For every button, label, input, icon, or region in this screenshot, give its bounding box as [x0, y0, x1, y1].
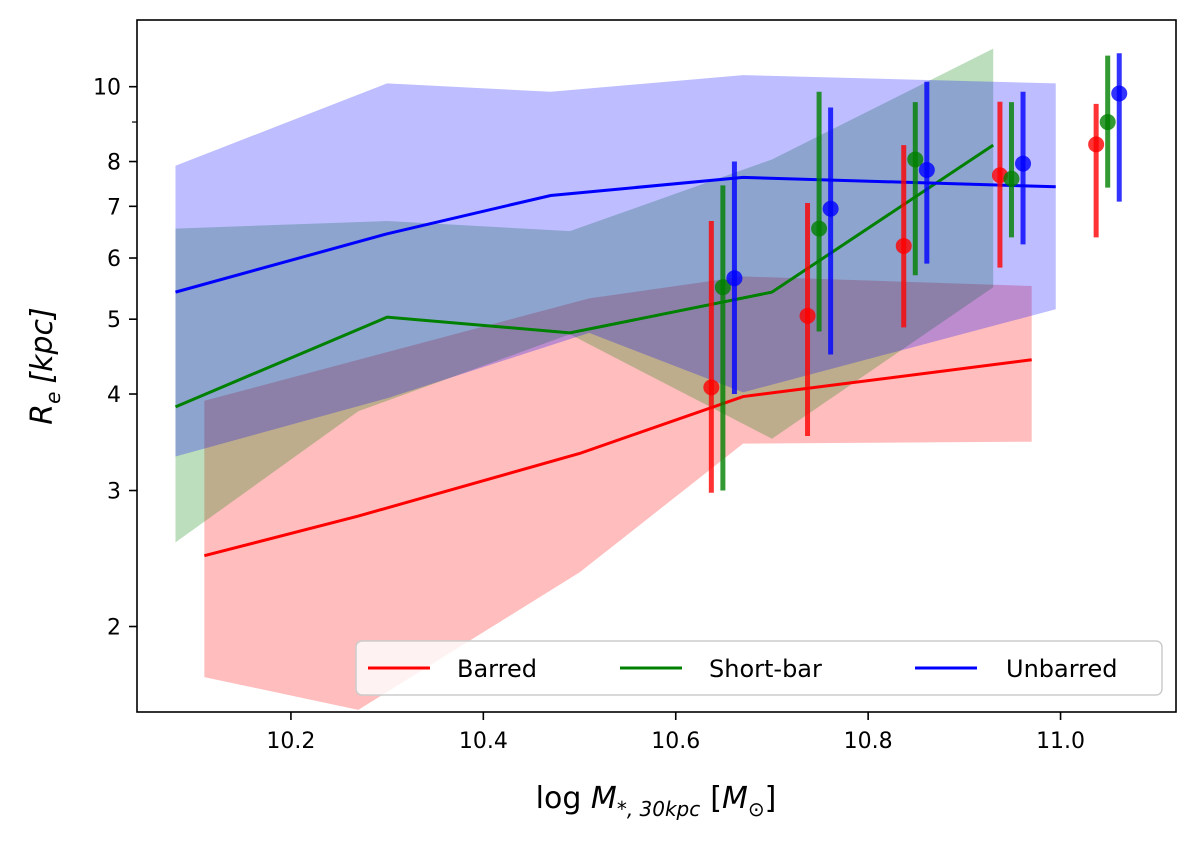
legend-label-barred: Barred	[457, 655, 537, 683]
point-unbarred	[918, 162, 935, 179]
x-tick-label: 10.4	[459, 729, 508, 754]
x-tick-label: 10.2	[266, 729, 315, 754]
x-tick-label: 10.6	[651, 729, 700, 754]
x-label-unit-sub: ⊙	[748, 797, 765, 821]
point-short-bar	[1003, 170, 1020, 187]
x-axis: 10.2 10.4 10.6 10.8 11.0	[266, 712, 1085, 754]
x-label-unit-var: M	[722, 781, 748, 816]
median-lines	[174, 143, 1056, 558]
y-tick-label: 10	[93, 76, 121, 101]
point-barred	[703, 379, 720, 396]
x-label-prefix: log	[536, 781, 591, 816]
plot-frame	[136, 19, 1177, 713]
point-short-bar	[1099, 114, 1116, 131]
x-label-unit-open: [	[710, 781, 722, 816]
y-tick-label: 4	[107, 383, 121, 408]
point-barred	[799, 307, 816, 324]
point-unbarred	[1015, 155, 1032, 172]
point-short-bar	[714, 279, 731, 296]
point-unbarred	[822, 200, 839, 217]
y-label-var: R	[25, 404, 60, 425]
y-axis: 2 3 4 5 6 7 8 10	[93, 76, 137, 641]
x-label-sub: *, 30kpc	[617, 797, 700, 821]
band-short-bar	[175, 48, 994, 543]
point-barred	[1088, 136, 1105, 153]
legend-label-unbarred: Unbarred	[1006, 655, 1118, 683]
line-unbarred	[175, 175, 1056, 294]
line-barred	[203, 358, 1032, 558]
binned-points	[703, 53, 1128, 493]
y-tick-label: 7	[107, 195, 121, 220]
point-unbarred	[1111, 85, 1128, 102]
y-label-sub: e	[41, 392, 65, 404]
x-label-unit-close: ]	[765, 781, 777, 816]
y-tick-label: 3	[107, 480, 121, 505]
legend: Barred Short-bar Unbarred	[355, 640, 1163, 696]
legend-label-short-bar: Short-bar	[709, 655, 822, 683]
x-tick-label: 11.0	[1036, 729, 1085, 754]
y-tick-label: 8	[107, 151, 121, 176]
y-label-unit: [kpc]	[25, 307, 60, 383]
line-short-bar	[174, 143, 995, 409]
point-short-bar	[907, 151, 924, 168]
y-tick-label: 5	[107, 308, 121, 333]
point-barred	[895, 237, 912, 254]
x-label-var: M	[591, 781, 617, 816]
x-tick-label: 10.8	[844, 729, 893, 754]
y-axis-label: Re [kpc]	[25, 307, 65, 425]
y-tick-label: 6	[107, 247, 121, 272]
point-short-bar	[811, 220, 828, 237]
y-tick-label: 2	[107, 616, 121, 641]
confidence-bands	[175, 48, 1056, 710]
x-axis-label: log M*, 30kpc [M⊙]	[536, 781, 777, 821]
legend-box	[355, 640, 1163, 696]
point-unbarred	[726, 270, 743, 287]
band-unbarred	[175, 75, 1056, 457]
